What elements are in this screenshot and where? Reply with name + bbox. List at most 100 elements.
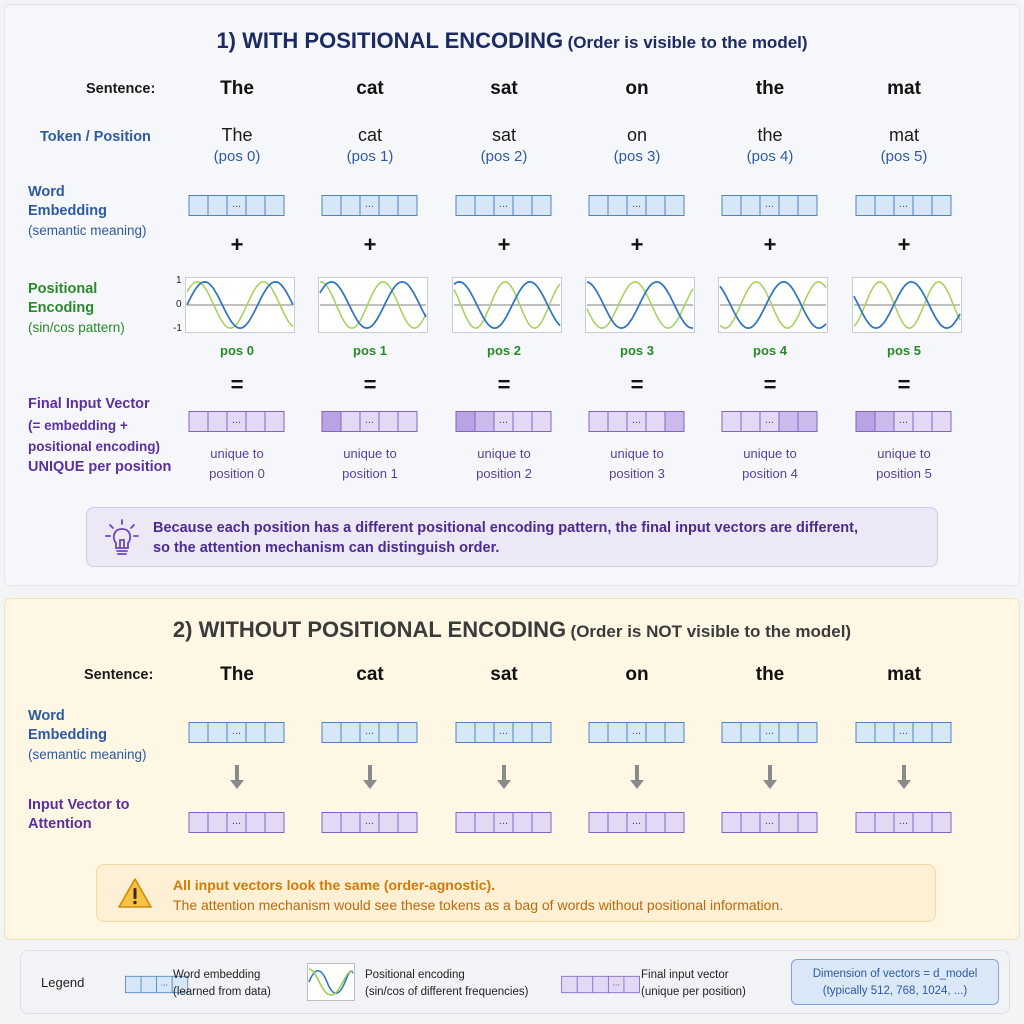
vector-cell: ...: [493, 722, 514, 743]
vector-cell: [576, 975, 594, 994]
vector-cell: [207, 722, 228, 743]
equals-sign: =: [630, 372, 644, 397]
vector-cell: [778, 722, 799, 743]
label-line: UNIQUE per position: [28, 459, 172, 475]
pos-label: pos 0: [220, 343, 254, 358]
vector-cell: [321, 411, 342, 432]
vector-cell: ...: [359, 722, 380, 743]
sentence-word: the: [755, 78, 785, 99]
final-vector-label: Final Input Vector (= embedding + positi…: [28, 394, 171, 478]
unique-line: position 5: [876, 466, 932, 481]
dimension-note: Dimension of vectors = d_model (typicall…: [791, 959, 999, 1005]
callout-line: Because each position has a different po…: [153, 520, 858, 536]
pos-label: pos 4: [753, 343, 787, 358]
cos-wave: [453, 281, 561, 329]
vector-cell: [912, 411, 933, 432]
vector-cell: [474, 812, 495, 833]
vector-cell: [474, 195, 495, 216]
vector-cell: [397, 722, 418, 743]
unique-line: position 2: [476, 466, 532, 481]
vector-cell: [561, 975, 578, 994]
with-pe-title-main: 1) WITH POSITIONAL ENCODING: [216, 28, 564, 53]
legend-line: Word embedding: [173, 969, 261, 981]
pos-label: pos 2: [487, 343, 521, 358]
axis-tick-label: 0: [176, 299, 182, 310]
warning-icon: [118, 878, 152, 908]
sentence-word: sat: [490, 664, 518, 685]
token-position: sat (pos 2): [481, 124, 528, 168]
plus-sign: +: [230, 232, 244, 257]
vector-cell: [455, 411, 476, 432]
vector-cell: ...: [226, 812, 247, 833]
embedding-vector: ...: [321, 195, 418, 216]
positional-encoding-label: Positional Encoding (sin/cos pattern): [28, 280, 125, 337]
vector-cell: [721, 812, 742, 833]
down-arrow-icon: [897, 765, 911, 789]
unique-line: unique to: [343, 446, 397, 461]
embedding-vector: ...: [188, 195, 285, 216]
vector-cell: [264, 722, 285, 743]
vector-cell: [245, 195, 266, 216]
token-word: The: [221, 125, 253, 145]
equals-sign: =: [363, 372, 377, 397]
without-pe-title: 2) WITHOUT POSITIONAL ENCODING (Order is…: [0, 617, 1024, 643]
sentence-word: cat: [356, 78, 384, 99]
unique-line: unique to: [477, 446, 531, 461]
vector-cell: [778, 195, 799, 216]
unique-line: position 0: [209, 466, 265, 481]
unique-note: unique to position 4: [742, 444, 798, 484]
sentence-word: on: [625, 664, 649, 685]
vector-cell: [171, 975, 189, 994]
vector-cell: [607, 411, 628, 432]
vector-cell: [855, 722, 876, 743]
token-word: the: [757, 125, 783, 145]
pos-label: pos 1: [353, 343, 387, 358]
unique-note: unique to position 2: [476, 444, 532, 484]
vector-cell: [321, 722, 342, 743]
embedding-vector: ...: [321, 722, 418, 743]
vector-cell: [912, 812, 933, 833]
sin-wave: [719, 280, 827, 330]
vector-cell: [797, 812, 818, 833]
vector-cell: [740, 195, 761, 216]
vector-cell: [721, 411, 742, 432]
token-word: sat: [491, 125, 516, 145]
vector-cell: [797, 411, 818, 432]
sin-cos-wave: [185, 277, 295, 333]
unique-line: unique to: [610, 446, 664, 461]
cos-wave: [319, 281, 427, 329]
vector-cell: [245, 812, 266, 833]
label-subline: (sin/cos pattern): [28, 320, 125, 335]
vector-cell: [855, 812, 876, 833]
vector-cell: ...: [626, 812, 647, 833]
token-word: mat: [888, 125, 919, 145]
vector-cell: [340, 722, 361, 743]
vector-cell: [378, 411, 399, 432]
vector-cell: [645, 411, 666, 432]
input-vector: ...: [188, 411, 285, 432]
token-position: The (pos 0): [214, 124, 261, 168]
vector-cell: [931, 812, 952, 833]
vector-cell: [397, 812, 418, 833]
vector-cell: [874, 195, 895, 216]
unique-line: unique to: [210, 446, 264, 461]
cos-wave: [186, 281, 294, 329]
unique-note: unique to position 0: [209, 444, 265, 484]
legend-encoding-swatch: [307, 963, 355, 1001]
pos-label: pos 5: [887, 343, 921, 358]
vector-cell: ...: [626, 195, 647, 216]
vector-cell: ...: [893, 812, 914, 833]
token-position-index: (pos 1): [346, 148, 394, 165]
callout-line: All input vectors look the same (order-a…: [173, 877, 496, 893]
without-pe-title-main: 2) WITHOUT POSITIONAL ENCODING: [172, 617, 567, 642]
vector-cell: [188, 195, 209, 216]
equals-sign: =: [230, 372, 244, 397]
vector-cell: [623, 975, 640, 994]
token-position-label: Token / Position: [40, 129, 151, 145]
vector-cell: [531, 195, 552, 216]
vector-cell: [474, 722, 495, 743]
embedding-vector: ...: [721, 722, 818, 743]
unique-line: unique to: [877, 446, 931, 461]
vector-cell: [664, 411, 685, 432]
vector-cell: [321, 195, 342, 216]
